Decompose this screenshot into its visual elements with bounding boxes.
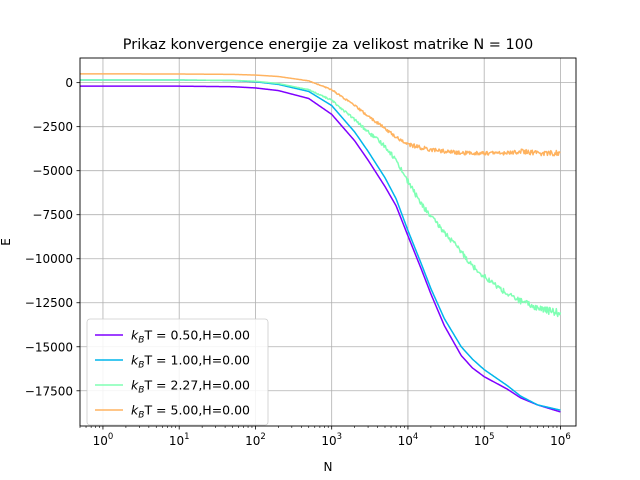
y-tick-label: −12500	[25, 296, 73, 310]
y-tick-label: −2500	[32, 120, 73, 134]
x-tick-label: 101	[169, 432, 190, 448]
legend-entry-label: kBT = 5.00,H=0.00	[131, 403, 250, 421]
series-line	[79, 85, 561, 413]
y-tick-label: −5000	[32, 164, 73, 178]
legend-entry-label: kBT = 2.27,H=0.00	[131, 378, 250, 396]
y-axis-label: E	[0, 238, 13, 246]
x-tick-label: 104	[398, 432, 419, 448]
y-tick-label: −15000	[25, 340, 73, 354]
y-tick-label: 0	[65, 76, 73, 90]
x-tick-label: 102	[245, 432, 266, 448]
legend: kBT = 0.50,H=0.00 kBT = 1.00,H=0.00 kBT = …	[86, 318, 269, 426]
x-tick-label: 105	[474, 432, 495, 448]
y-tick-label: −10000	[25, 252, 73, 266]
x-axis-ticks: 100 101 102 103 104 105 106	[79, 426, 571, 448]
series-lines	[79, 73, 562, 413]
y-tick-label: −17500	[25, 384, 73, 398]
y-tick-label: −7500	[32, 208, 73, 222]
legend-box	[86, 318, 269, 426]
series-line	[79, 73, 561, 157]
x-tick-label: 103	[321, 432, 342, 448]
legend-entry-label: kBT = 0.50,H=0.00	[131, 328, 250, 346]
x-tick-label: 106	[550, 432, 571, 448]
grid-lines	[80, 58, 576, 426]
x-axis-label: N	[324, 460, 333, 474]
x-tick-label: 100	[93, 432, 114, 448]
y-axis-ticks: 0 −2500 −5000 −7500 −10000 −12500 −15000 −17500	[25, 76, 80, 398]
chart-title: Prikaz konvergence energije za velikost …	[123, 37, 533, 53]
legend-entry-label: kBT = 1.00,H=0.00	[131, 353, 250, 371]
series-line	[79, 79, 562, 318]
